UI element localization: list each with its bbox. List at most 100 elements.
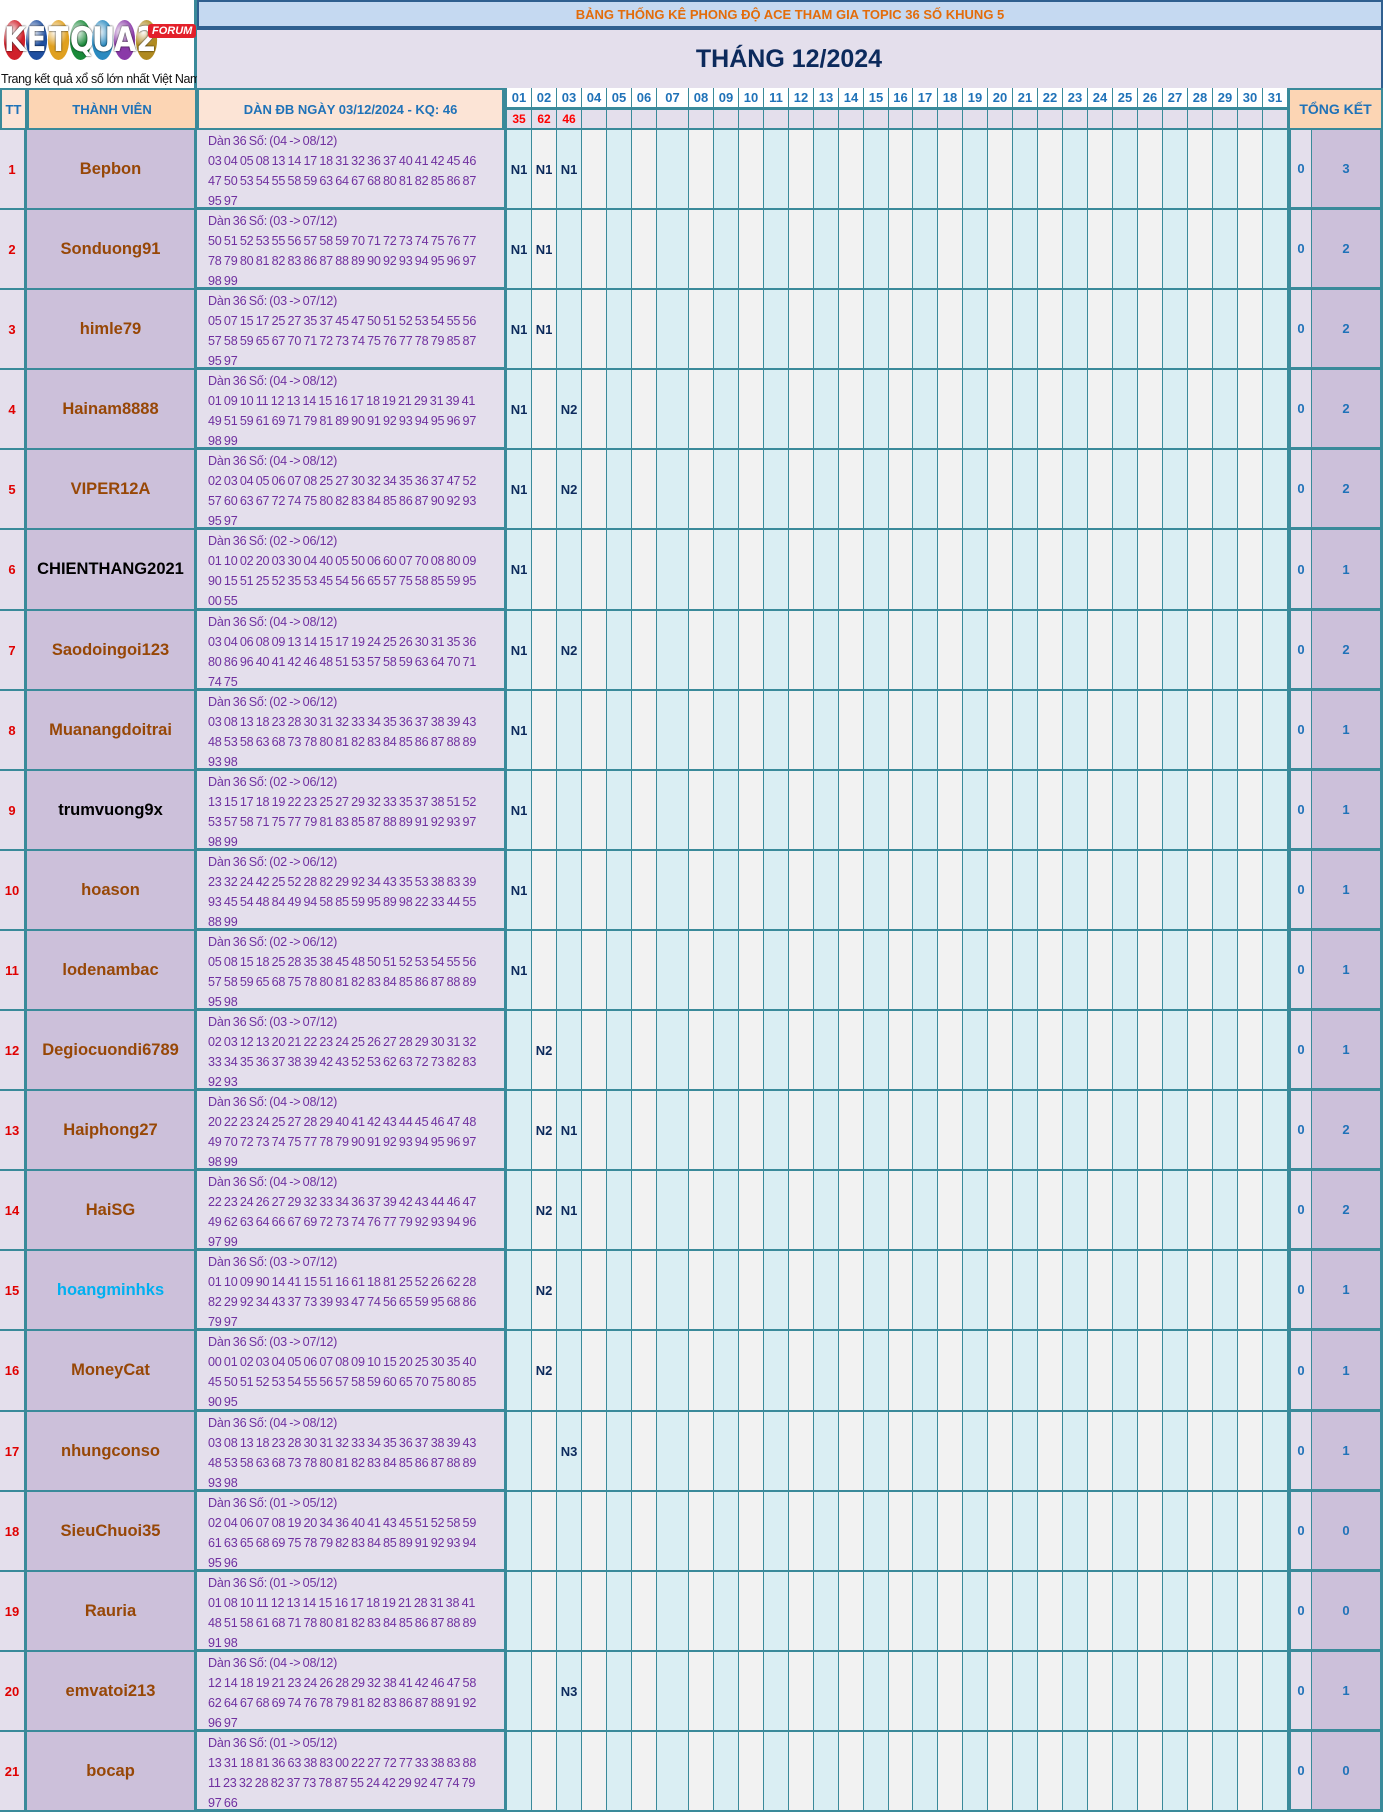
day-cell bbox=[689, 691, 714, 771]
member-name[interactable]: hoangminhks bbox=[27, 1251, 197, 1331]
day-cell bbox=[938, 370, 963, 450]
day-cell bbox=[1263, 1171, 1288, 1251]
row-index: 5 bbox=[0, 450, 27, 530]
day-cell bbox=[557, 1251, 582, 1331]
day-cell bbox=[1063, 290, 1088, 370]
member-name[interactable]: MoneyCat bbox=[27, 1331, 197, 1412]
day-cell bbox=[814, 691, 839, 771]
day-cell bbox=[938, 1412, 963, 1492]
day-cell bbox=[764, 530, 789, 611]
day-cell bbox=[532, 611, 557, 691]
day-cell bbox=[764, 290, 789, 370]
member-name[interactable]: CHIENTHANG2021 bbox=[27, 530, 197, 611]
day-cell bbox=[1088, 1091, 1113, 1171]
day-cell: N1 bbox=[532, 210, 557, 290]
day-cell bbox=[963, 1331, 988, 1412]
day-cell bbox=[1063, 1572, 1088, 1652]
day-cell bbox=[1188, 1011, 1213, 1091]
dan-title: Dàn 36 Số: (04 -> 08/12) bbox=[208, 1095, 338, 1109]
summary-hits: 1 bbox=[1312, 1652, 1383, 1732]
dan-line: 57 58 59 65 67 70 71 72 73 74 75 76 77 7… bbox=[208, 334, 477, 348]
dan-title: Dàn 36 Số: (03 -> 07/12) bbox=[208, 294, 338, 308]
day-cell bbox=[714, 851, 739, 931]
day-cell: N1 bbox=[507, 210, 532, 290]
day-cell bbox=[1013, 851, 1038, 931]
day-cell bbox=[889, 1331, 913, 1412]
dan-line: 01 08 10 11 12 13 14 15 16 17 18 19 21 2… bbox=[208, 1596, 476, 1610]
member-name[interactable]: Rauria bbox=[27, 1572, 197, 1652]
dan-numbers: Dàn 36 Số: (01 -> 05/12) 13 31 18 81 36 6… bbox=[197, 1732, 504, 1812]
member-name[interactable]: bocap bbox=[27, 1732, 197, 1812]
day-header-05: 05 bbox=[607, 88, 632, 110]
day-cell bbox=[864, 611, 889, 691]
member-name[interactable]: emvatoi213 bbox=[27, 1652, 197, 1732]
day-cell bbox=[1163, 130, 1188, 210]
dan-line: 62 64 67 68 69 74 76 78 79 81 82 83 86 8… bbox=[208, 1696, 477, 1710]
day-result-04 bbox=[582, 110, 607, 130]
day-cell bbox=[632, 771, 657, 851]
day-cell bbox=[1013, 1492, 1038, 1572]
member-name[interactable]: lodenambac bbox=[27, 931, 197, 1011]
day-cell bbox=[913, 1572, 938, 1652]
summary-hits: 2 bbox=[1312, 210, 1383, 290]
member-name[interactable]: Bepbon bbox=[27, 130, 197, 210]
day-cell bbox=[1238, 1492, 1263, 1572]
day-cell bbox=[532, 450, 557, 530]
day-cell bbox=[714, 130, 739, 210]
member-name[interactable]: Degiocuondi6789 bbox=[27, 1011, 197, 1091]
day-cell bbox=[607, 1331, 632, 1412]
day-cell: N1 bbox=[507, 611, 532, 691]
day-cell bbox=[1113, 530, 1138, 611]
day-cell bbox=[1113, 1091, 1138, 1171]
member-name[interactable]: Saodoingoi123 bbox=[27, 611, 197, 691]
day-cell bbox=[1038, 771, 1063, 851]
day-cell bbox=[1238, 290, 1263, 370]
dan-line: 01 09 10 11 12 13 14 15 16 17 18 19 21 2… bbox=[208, 394, 476, 408]
day-cell bbox=[689, 130, 714, 210]
day-cell bbox=[607, 1572, 632, 1652]
day-cell bbox=[1038, 290, 1063, 370]
dan-line: 95 98 bbox=[208, 995, 238, 1009]
member-name[interactable]: VIPER12A bbox=[27, 450, 197, 530]
member-name[interactable]: Haiphong27 bbox=[27, 1091, 197, 1171]
day-cell bbox=[1063, 1011, 1088, 1091]
day-cell bbox=[1063, 1091, 1088, 1171]
day-cell bbox=[814, 1171, 839, 1251]
member-name[interactable]: himle79 bbox=[27, 290, 197, 370]
member-name[interactable]: Sonduong91 bbox=[27, 210, 197, 290]
day-cell bbox=[864, 1572, 889, 1652]
day-cell bbox=[1213, 611, 1238, 691]
dan-line: 02 03 12 13 20 21 22 23 24 25 26 27 28 2… bbox=[208, 1035, 477, 1049]
day-cell bbox=[739, 691, 764, 771]
day-header-22: 22 bbox=[1038, 88, 1063, 110]
day-cell bbox=[864, 1331, 889, 1412]
member-name[interactable]: Hainam8888 bbox=[27, 370, 197, 450]
day-cell bbox=[632, 1652, 657, 1732]
day-cell bbox=[1113, 450, 1138, 530]
summary-hits: 1 bbox=[1312, 530, 1383, 611]
member-name[interactable]: SieuChuoi35 bbox=[27, 1492, 197, 1572]
day-cell bbox=[1038, 611, 1063, 691]
day-cell bbox=[532, 691, 557, 771]
day-cell bbox=[607, 771, 632, 851]
member-name[interactable]: nhungconso bbox=[27, 1412, 197, 1492]
day-cell bbox=[632, 1171, 657, 1251]
day-cell bbox=[814, 210, 839, 290]
day-cell bbox=[938, 1171, 963, 1251]
day-cell bbox=[714, 1171, 739, 1251]
member-name[interactable]: HaiSG bbox=[27, 1171, 197, 1251]
day-cell bbox=[1013, 1572, 1038, 1652]
day-cell bbox=[913, 1251, 938, 1331]
member-name[interactable]: Muanangdoitrai bbox=[27, 691, 197, 771]
member-name[interactable]: hoason bbox=[27, 851, 197, 931]
day-cell bbox=[988, 931, 1013, 1011]
day-cell: N1 bbox=[507, 931, 532, 1011]
dan-title: Dàn 36 Số: (02 -> 06/12) bbox=[208, 775, 338, 789]
day-cell bbox=[689, 1652, 714, 1732]
day-cell bbox=[839, 691, 864, 771]
day-cell bbox=[532, 931, 557, 1011]
day-cell bbox=[1138, 691, 1163, 771]
member-name[interactable]: trumvuong9x bbox=[27, 771, 197, 851]
day-cell bbox=[507, 1492, 532, 1572]
